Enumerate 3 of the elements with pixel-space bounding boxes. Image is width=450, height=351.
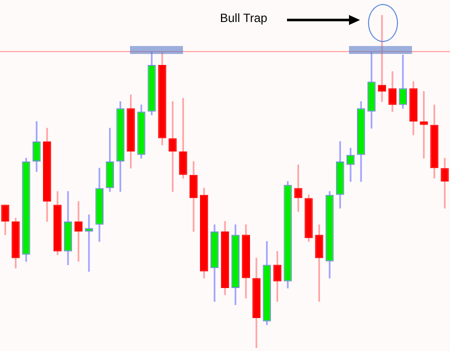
candlestick bbox=[84, 214, 94, 272]
candlestick bbox=[74, 201, 83, 262]
annotation: Bull Trap bbox=[220, 11, 268, 25]
